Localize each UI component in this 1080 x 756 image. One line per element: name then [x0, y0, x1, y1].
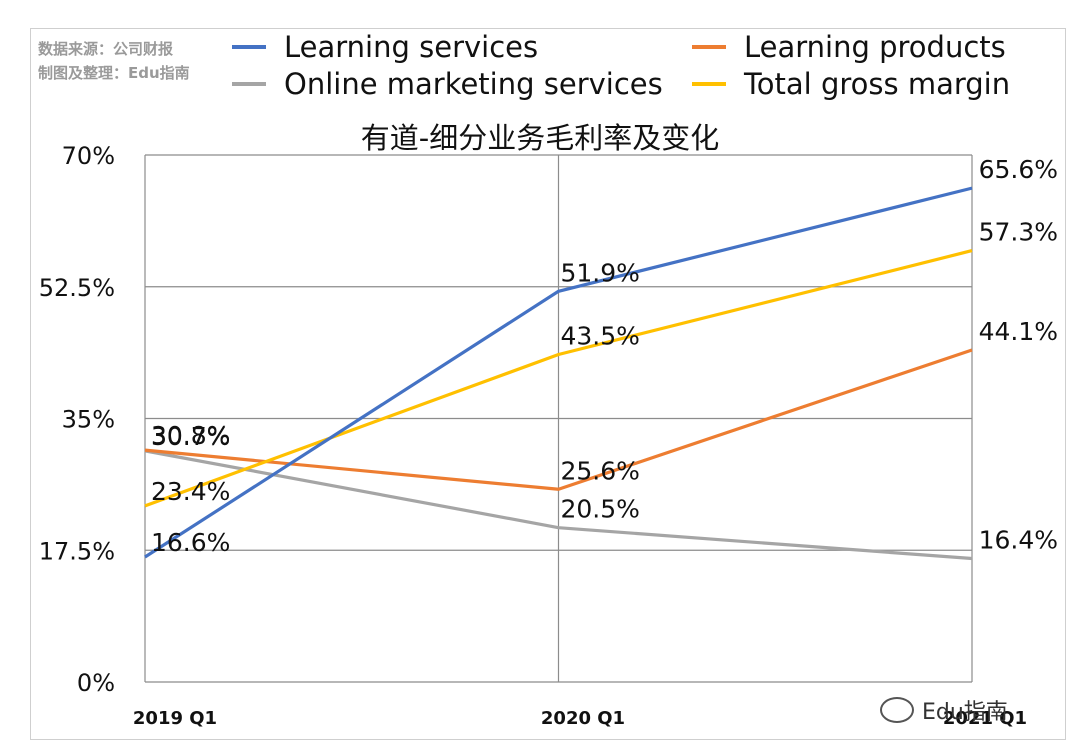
series-line: [144, 249, 973, 508]
legend-swatch-total-gross-margin: [692, 82, 726, 86]
watermark-text: Edu指南: [922, 700, 1008, 725]
data-label: 44.1%: [979, 317, 1058, 346]
data-label: 30.8%: [151, 421, 230, 450]
legend-label-learning-services: Learning services: [284, 30, 539, 64]
chart-frame: [30, 28, 1066, 740]
legend-label-online-marketing: Online marketing services: [284, 67, 663, 101]
wechat-icon: [880, 697, 914, 723]
credit-note: 制图及整理：Edu指南: [38, 64, 190, 82]
data-label: 20.5%: [561, 495, 640, 524]
legend-item-online-marketing: Online marketing services: [232, 67, 663, 101]
data-label: 16.4%: [979, 526, 1058, 555]
x-tick-label: 2020 Q1: [541, 708, 625, 729]
y-tick-label: 52.5%: [39, 274, 115, 302]
y-tick-label: 17.5%: [39, 537, 115, 565]
y-tick-label: 35%: [62, 406, 115, 434]
y-tick-label: 0%: [77, 669, 115, 697]
series-line: [144, 348, 973, 491]
x-tick-label: 2021 Q1: [943, 708, 1027, 729]
legend-item-total-gross-margin: Total gross margin: [692, 67, 1010, 101]
legend-label-learning-products: Learning products: [744, 30, 1006, 64]
data-label: 16.6%: [151, 528, 230, 557]
legend-label-total-gross-margin: Total gross margin: [744, 67, 1011, 101]
series-line: [144, 186, 973, 559]
watermark: Edu指南: [880, 694, 1008, 726]
legend-swatch-learning-products: [692, 45, 726, 49]
data-label: 25.6%: [561, 456, 640, 485]
data-label: 65.6%: [979, 155, 1058, 184]
legend-item-learning-services: Learning services: [232, 30, 538, 64]
legend-swatch-learning-services: [232, 45, 266, 49]
data-label: 23.4%: [151, 477, 230, 506]
y-tick-label: 70%: [62, 142, 115, 170]
chart-title: 有道-细分业务毛利率及变化: [360, 121, 720, 155]
source-note: 数据来源：公司财报: [38, 40, 174, 58]
data-label: 51.9%: [561, 258, 640, 287]
legend-item-learning-products: Learning products: [692, 30, 1006, 64]
data-label: 30.7%: [151, 422, 230, 451]
data-label: 57.3%: [979, 218, 1058, 247]
legend-swatch-online-marketing: [232, 82, 266, 86]
data-label: 43.5%: [561, 322, 640, 351]
series-line: [144, 449, 973, 561]
x-tick-label: 2019 Q1: [133, 708, 217, 729]
